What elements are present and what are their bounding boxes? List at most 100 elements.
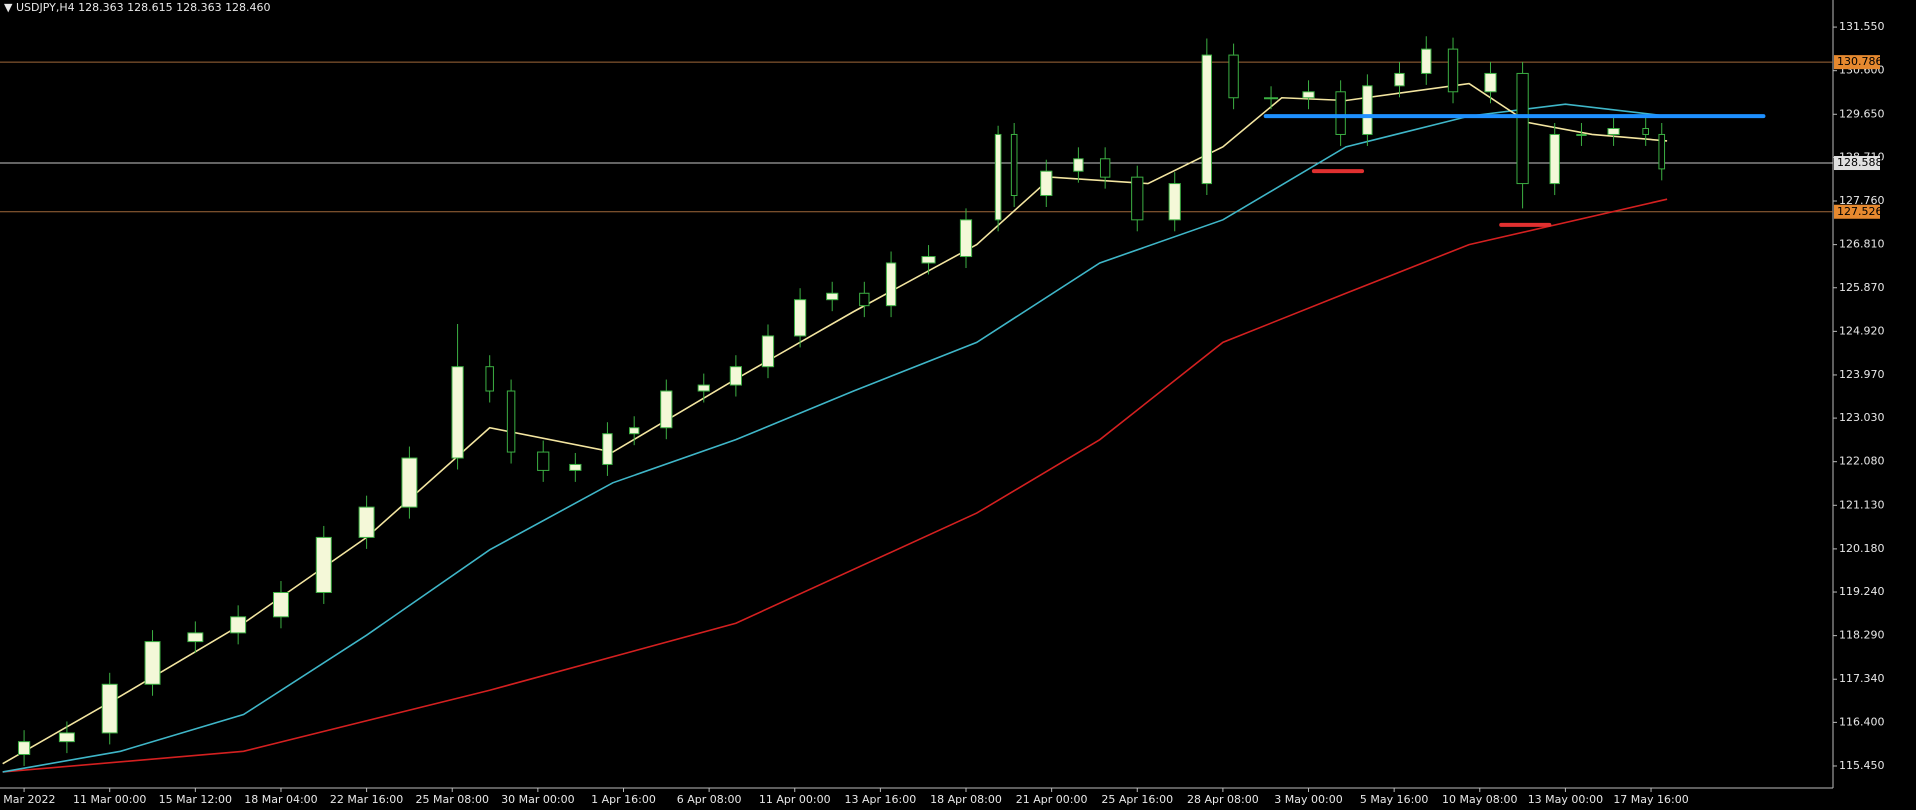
- x-tick-label: 6 Apr 08:00: [677, 793, 742, 806]
- y-tick-label: 125.870: [1839, 281, 1885, 294]
- candle-body: [1421, 48, 1432, 74]
- header: ▼ USDJPY,H4 128.363 128.615 128.363 128.…: [4, 1, 271, 14]
- y-tick-label: 119.240: [1839, 585, 1885, 598]
- y-tick-label: 120.180: [1839, 542, 1885, 555]
- y-tick-label: 123.970: [1839, 368, 1885, 381]
- price-level-label: 130.786: [1837, 55, 1883, 68]
- candle-body: [921, 256, 936, 264]
- y-tick-label: 118.290: [1839, 629, 1885, 642]
- candle-body: [1335, 91, 1346, 135]
- x-tick-label: 28 Apr 08:00: [1187, 793, 1259, 806]
- candle-body: [859, 292, 870, 307]
- candle-body: [1642, 128, 1649, 135]
- candle-body: [315, 536, 332, 593]
- y-tick-label: 117.340: [1839, 672, 1885, 685]
- y-tick-label: 116.400: [1839, 715, 1885, 728]
- chart-title: USDJPY,H4: [16, 1, 75, 14]
- x-tick-label: 22 Mar 16:00: [330, 793, 403, 806]
- candle-body: [729, 366, 742, 386]
- candle-body: [1131, 176, 1144, 221]
- candle-body: [101, 683, 118, 734]
- candle-body: [1516, 72, 1529, 185]
- moving-average: [2, 198, 1668, 773]
- candle-body: [629, 427, 640, 435]
- moving-average: [2, 82, 1668, 765]
- candle-body: [58, 732, 75, 743]
- price-level-label: 128.588: [1837, 156, 1883, 169]
- candle-body: [959, 219, 973, 258]
- y-tick-label: 126.810: [1839, 238, 1885, 251]
- x-tick-label: 11 Apr 00:00: [759, 793, 831, 806]
- candle-body: [537, 451, 550, 471]
- x-tick-label: 3 May 00:00: [1274, 793, 1342, 806]
- candle-body: [1073, 158, 1084, 172]
- price-level-box: [1834, 204, 1880, 219]
- candle-body: [1394, 72, 1405, 87]
- collapse-arrow: ▼: [4, 1, 16, 14]
- candle-body: [1040, 170, 1053, 197]
- x-tick-label: 13 Apr 16:00: [845, 793, 917, 806]
- y-tick-label: 127.760: [1839, 194, 1885, 207]
- candle-body: [358, 506, 375, 538]
- moving-average: [2, 103, 1668, 773]
- candle-body: [885, 262, 897, 307]
- x-tick-label: 18 Mar 04:00: [244, 793, 317, 806]
- candle-body: [230, 616, 247, 634]
- candle-body: [1484, 72, 1497, 93]
- x-tick-label: 1 Apr 16:00: [591, 793, 656, 806]
- candle-body: [660, 390, 673, 429]
- y-tick-label: 121.130: [1839, 498, 1885, 511]
- candle-body: [1362, 85, 1373, 135]
- price-level-label: 127.526: [1837, 205, 1883, 218]
- x-tick-label: 30 Mar 00:00: [501, 793, 574, 806]
- candle-body: [793, 299, 807, 337]
- x-tick-label: 18 Apr 08:00: [930, 793, 1002, 806]
- y-tick-label: 123.030: [1839, 411, 1885, 424]
- candle-body: [272, 591, 289, 618]
- x-tick-label: 15 Mar 12:00: [159, 793, 232, 806]
- candle-body: [144, 641, 161, 685]
- candle-body: [602, 433, 613, 465]
- candle-body: [826, 292, 839, 301]
- candle-body: [1010, 133, 1018, 197]
- candle-body: [1201, 54, 1213, 185]
- candle-body: [485, 366, 494, 392]
- candle-body: [1302, 91, 1315, 99]
- y-tick-label: 129.650: [1839, 107, 1885, 120]
- candle-body: [401, 457, 418, 508]
- y-tick-label: 122.080: [1839, 455, 1885, 468]
- candle-body: [994, 133, 1002, 221]
- candle-body: [697, 384, 710, 392]
- candle-body: [187, 632, 204, 643]
- x-tick-label: 11 Mar 00:00: [73, 793, 146, 806]
- y-tick-label: 115.450: [1839, 759, 1885, 772]
- x-tick-label: 25 Mar 08:00: [416, 793, 489, 806]
- candle-body: [761, 335, 775, 368]
- price-level-box: [1834, 55, 1880, 70]
- candle-body: [1099, 158, 1111, 178]
- candle-body: [17, 741, 31, 755]
- candle-body: [1168, 183, 1181, 221]
- candle-body: [1658, 133, 1666, 170]
- x-tick-label: 25 Apr 16:00: [1101, 793, 1173, 806]
- x-tick-label: 8 Mar 2022: [0, 793, 55, 806]
- candle-body: [1264, 97, 1279, 100]
- candle-body: [569, 463, 582, 471]
- x-tick-label: 5 May 16:00: [1360, 793, 1428, 806]
- y-tick-label: 124.920: [1839, 324, 1885, 337]
- candle-body: [1607, 128, 1620, 135]
- price-level-box: [1834, 156, 1880, 171]
- x-tick-label: 13 May 00:00: [1528, 793, 1603, 806]
- x-tick-label: 17 May 16:00: [1613, 793, 1688, 806]
- candle-body: [1549, 133, 1560, 185]
- ohlc-readout: 128.363 128.615 128.363 128.460: [78, 1, 270, 14]
- candle-body: [451, 366, 464, 459]
- candle-body: [1228, 54, 1239, 99]
- y-tick-label: 131.550: [1839, 20, 1885, 33]
- x-tick-label: 10 May 08:00: [1442, 793, 1517, 806]
- candle-body: [1576, 133, 1587, 136]
- x-tick-label: 21 Apr 00:00: [1016, 793, 1088, 806]
- candle-body: [506, 390, 516, 453]
- candle-body: [1447, 48, 1459, 93]
